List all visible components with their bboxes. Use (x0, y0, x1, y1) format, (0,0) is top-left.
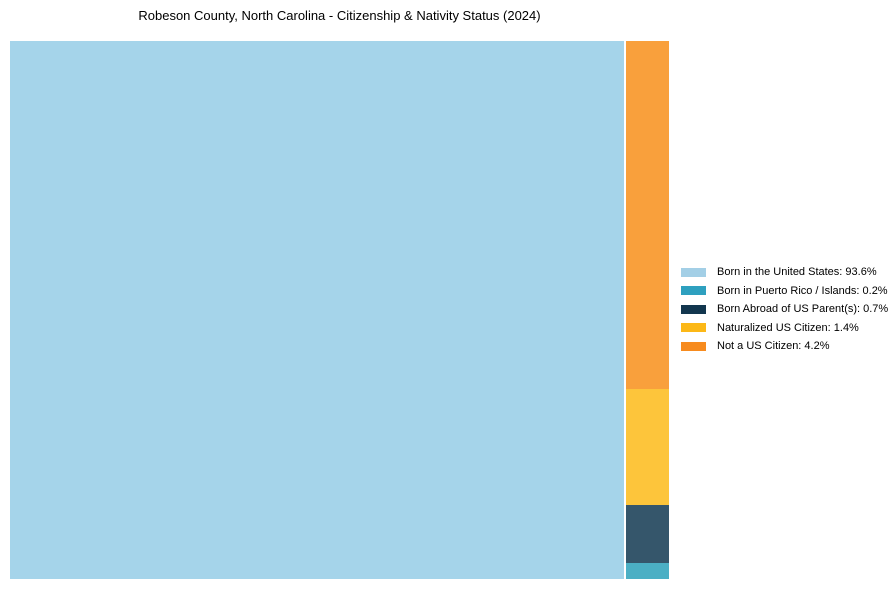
legend-label-born-abroad-of-us-parent-s: Born Abroad of US Parent(s): 0.7% (717, 303, 889, 316)
treemap-rect-not-a-us-citizen (626, 41, 669, 389)
legend-swatch-born-in-puerto-rico-islands (681, 286, 706, 296)
treemap-rect-born-abroad-of-us-parent-s (626, 505, 669, 563)
legend-item-born-in-the-united-states: Born in the United States: 93.6% (681, 263, 888, 282)
chart-title: Robeson County, North Carolina - Citizen… (138, 8, 541, 23)
treemap-rect-naturalized-us-citizen (626, 389, 669, 505)
legend-item-born-abroad-of-us-parent-s: Born Abroad of US Parent(s): 0.7% (681, 300, 888, 319)
treemap-rect-born-in-the-united-states (10, 41, 624, 579)
legend-swatch-naturalized-us-citizen (681, 323, 706, 333)
legend-label-born-in-puerto-rico-islands: Born in Puerto Rico / Islands: 0.2% (717, 284, 888, 297)
legend-swatch-born-in-the-united-states (681, 267, 706, 277)
legend-swatch-born-abroad-of-us-parent-s (681, 304, 706, 314)
legend: Born in the United States: 93.6% Born in … (681, 263, 888, 356)
treemap-rect-born-in-puerto-rico-islands (626, 563, 669, 579)
legend-label-naturalized-us-citizen: Naturalized US Citizen: 1.4% (717, 321, 859, 334)
treemap-plot (10, 41, 669, 579)
legend-item-not-a-us-citizen: Not a US Citizen: 4.2% (681, 337, 888, 356)
legend-label-not-a-us-citizen: Not a US Citizen: 4.2% (717, 340, 830, 353)
legend-item-born-in-puerto-rico-islands: Born in Puerto Rico / Islands: 0.2% (681, 282, 888, 301)
legend-item-naturalized-us-citizen: Naturalized US Citizen: 1.4% (681, 319, 888, 338)
legend-label-born-in-the-united-states: Born in the United States: 93.6% (717, 266, 877, 279)
legend-swatch-not-a-us-citizen (681, 341, 706, 351)
